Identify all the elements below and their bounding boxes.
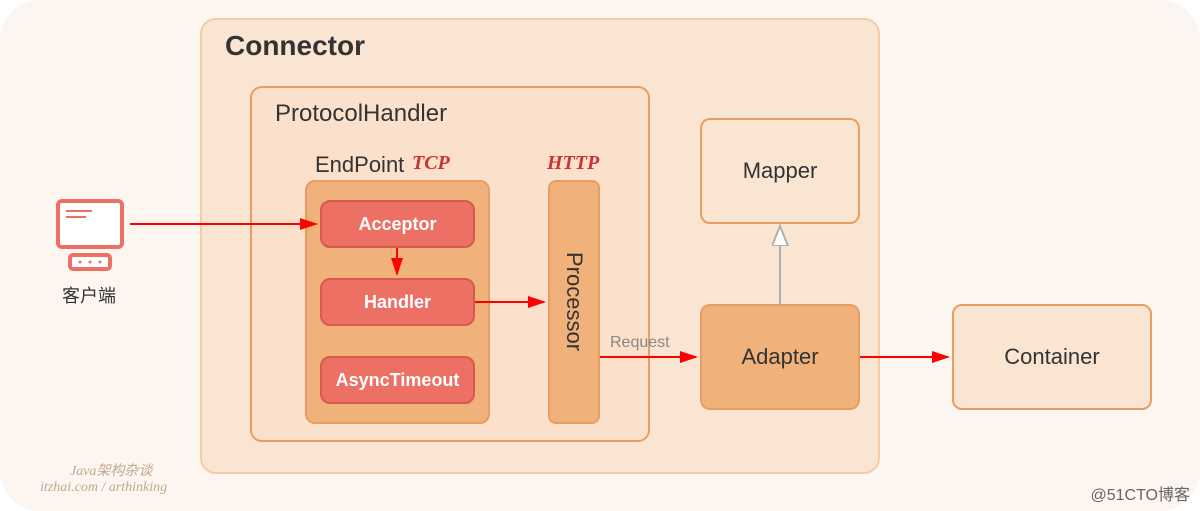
credit-line-1: Java架构杂谈 <box>70 460 152 480</box>
watermark: @51CTO博客 <box>1090 481 1190 505</box>
request-label: Request <box>610 334 670 352</box>
credit-line-2: itzhai.com / arthinking <box>40 480 167 496</box>
arrows <box>0 0 1200 511</box>
